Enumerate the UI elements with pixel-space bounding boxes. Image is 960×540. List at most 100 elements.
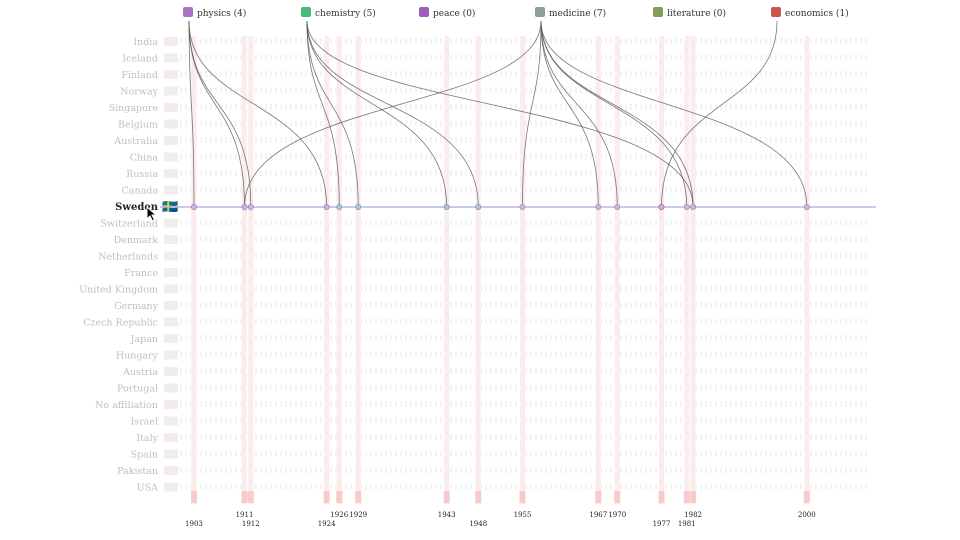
year-stripe bbox=[614, 36, 620, 504]
year-tick-label: 1903 bbox=[185, 520, 203, 528]
year-stripe bbox=[336, 36, 342, 504]
year-histogram-bar bbox=[595, 491, 602, 503]
prize-link bbox=[244, 20, 542, 208]
prize-link bbox=[306, 20, 448, 208]
faint-grid bbox=[175, 38, 870, 490]
country-flag-icon bbox=[164, 367, 178, 376]
country-flag-icon bbox=[164, 301, 178, 310]
year-tick-label: 1982 bbox=[684, 511, 702, 519]
prize-link bbox=[306, 20, 479, 208]
category-label: physics (4) bbox=[197, 8, 246, 19]
country-label: Italy bbox=[136, 433, 158, 444]
prize-link bbox=[306, 20, 359, 208]
country-label: Pakistan bbox=[117, 466, 158, 477]
books-icon bbox=[653, 7, 663, 17]
country-label: Sweden bbox=[115, 202, 159, 213]
year-histogram-bar bbox=[683, 491, 690, 503]
country-label: Switzerland bbox=[100, 219, 158, 230]
prize-dot bbox=[247, 204, 254, 210]
year-tick-label: 1929 bbox=[349, 511, 367, 519]
prize-dot bbox=[475, 204, 482, 210]
country-flag-icon bbox=[164, 317, 178, 327]
prize-link bbox=[540, 20, 808, 208]
prize-link bbox=[306, 20, 694, 208]
prize-dot bbox=[519, 204, 526, 210]
country-label: Norway bbox=[120, 87, 158, 98]
atom-icon bbox=[183, 7, 193, 17]
year-stripe bbox=[595, 36, 601, 504]
country-flag-icon bbox=[164, 251, 178, 261]
country-label: Netherlands bbox=[98, 252, 158, 263]
country-label: Russia bbox=[126, 169, 158, 180]
prize-dot bbox=[595, 204, 602, 210]
prize-dot bbox=[241, 204, 248, 210]
year-axis: 1911 1926 1929 1943 1955 1967 1970 1982 2000 1903… bbox=[185, 511, 816, 528]
prize-link bbox=[540, 20, 688, 208]
country-flag-icon bbox=[164, 466, 178, 475]
year-tick-label: 1967 bbox=[589, 511, 607, 519]
country-flag-icon bbox=[164, 334, 178, 343]
year-stripe bbox=[191, 36, 197, 504]
country-label: France bbox=[124, 268, 158, 279]
country-label: China bbox=[130, 153, 159, 164]
country-label: Japan bbox=[130, 334, 158, 345]
year-histogram-bar bbox=[323, 491, 330, 503]
year-histogram-bar bbox=[690, 491, 697, 503]
prize-link bbox=[188, 20, 328, 208]
year-tick-label: 1955 bbox=[514, 511, 532, 519]
prize-link bbox=[540, 20, 694, 208]
year-histogram-bar bbox=[614, 491, 621, 503]
country-label: Australia bbox=[113, 136, 158, 147]
year-stripe bbox=[690, 36, 696, 504]
year-tick-label: 1977 bbox=[653, 520, 671, 528]
year-histogram-bar bbox=[241, 491, 248, 503]
country-flag-icon bbox=[164, 136, 178, 145]
category-label: medicine (7) bbox=[549, 8, 606, 19]
country-list: India Iceland Finland Norway Singapore Belgiu… bbox=[79, 37, 178, 494]
country-label: No affiliation bbox=[95, 400, 158, 411]
year-tick-label: 1924 bbox=[318, 520, 336, 528]
year-histogram-bar bbox=[658, 491, 665, 503]
prize-dot bbox=[336, 204, 343, 210]
year-histogram-bar bbox=[336, 491, 343, 503]
country-flag-icon bbox=[164, 416, 178, 426]
year-histogram-bar bbox=[443, 491, 450, 503]
peace-icon bbox=[419, 7, 429, 17]
country-flag-icon bbox=[164, 103, 178, 112]
year-histogram-bar bbox=[519, 491, 526, 503]
prize-dot bbox=[443, 204, 450, 210]
prize-dot bbox=[683, 204, 690, 210]
year-stripe bbox=[355, 36, 361, 504]
country-label: India bbox=[133, 37, 158, 48]
prize-link bbox=[661, 20, 778, 208]
country-label: United Kingdom bbox=[79, 285, 158, 296]
category-header: physics (4) chemistry (5) peace (0) medicin… bbox=[183, 7, 849, 19]
year-tick-label: 1912 bbox=[242, 520, 260, 528]
country-flag-icon bbox=[164, 482, 178, 492]
year-histogram-bar bbox=[475, 491, 482, 503]
year-tick-label: 1943 bbox=[438, 511, 456, 519]
country-label: USA bbox=[137, 483, 159, 494]
country-label: Germany bbox=[114, 301, 159, 312]
year-histogram-bar bbox=[355, 491, 362, 503]
prize-markers bbox=[191, 204, 810, 210]
country-flag-icon bbox=[164, 86, 178, 96]
country-label: Austria bbox=[122, 367, 158, 378]
country-flag-icon bbox=[164, 383, 178, 393]
country-label: Finland bbox=[121, 70, 158, 81]
country-flag-icon bbox=[164, 169, 178, 178]
country-flag-icon bbox=[164, 37, 178, 46]
category-links bbox=[188, 20, 808, 208]
prize-dot bbox=[614, 204, 621, 210]
year-tick-label: 1911 bbox=[236, 511, 254, 519]
year-tick-label: 1926 bbox=[330, 511, 348, 519]
country-flag-icon bbox=[164, 152, 178, 162]
prize-link bbox=[188, 20, 245, 208]
pill-icon bbox=[535, 7, 545, 17]
year-stripe bbox=[242, 36, 247, 504]
year-tick-label: 1981 bbox=[678, 520, 696, 528]
prize-link bbox=[188, 20, 252, 208]
country-label: Czech Republic bbox=[83, 318, 158, 329]
prize-dot bbox=[658, 204, 665, 210]
